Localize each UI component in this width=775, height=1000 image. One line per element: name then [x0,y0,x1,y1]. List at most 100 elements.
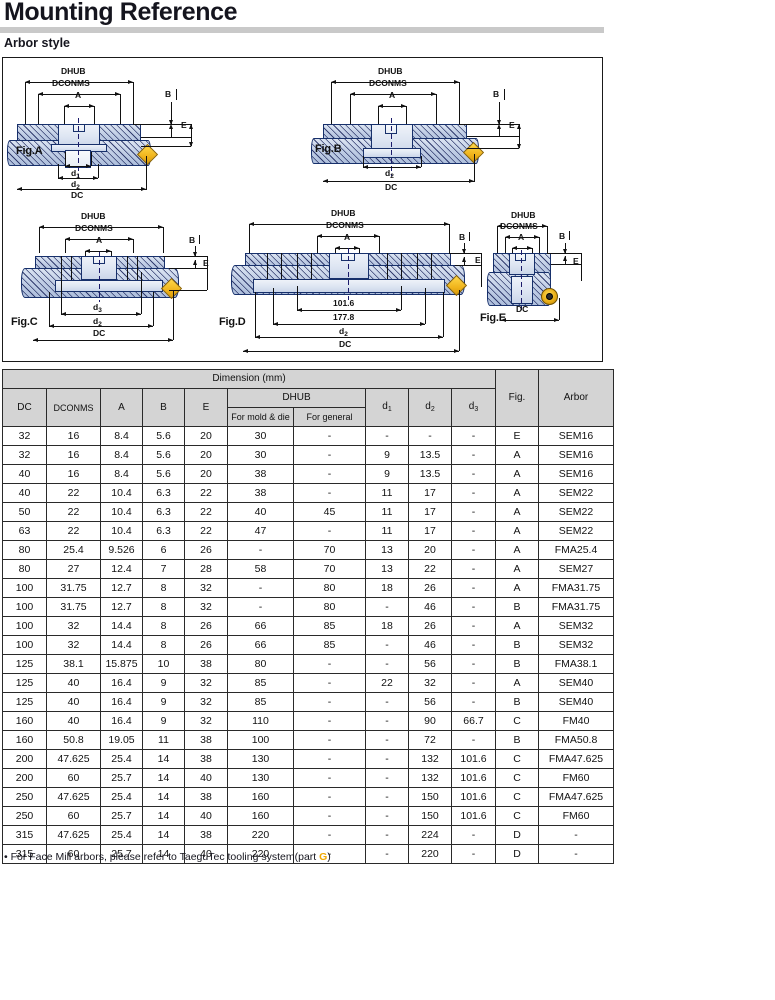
cell-arbor: SEM16 [538,464,614,484]
fig-c-e-label: E [203,258,209,268]
cell-arbor: - [538,825,614,845]
cell-d3: 101.6 [451,749,496,769]
fig-d-b-label: B [459,232,466,242]
cell-dc: 100 [2,578,47,598]
cell-dc: 125 [2,692,47,712]
header-dhub: DHUB [227,388,366,408]
cell-dhub-mold: 58 [227,559,294,579]
cell-d2: 56 [408,654,452,674]
table-row: 125 40 16.4 9 32 85-22 32- A SEM40 [2,673,614,693]
cell-dc: 200 [2,768,47,788]
cell-dhub-mold: 40 [227,502,294,522]
cell-dhub-mold: - [227,540,294,560]
cell-dconms: 31.75 [46,578,101,598]
cell-d2: 13.5 [408,445,452,465]
header-d1: d1 [365,388,409,427]
cell-b: 14 [142,787,185,807]
cell-dc: 160 [2,711,47,731]
cell-a: 8.4 [100,426,143,446]
cell-b: 8 [142,597,185,617]
cell-d3: 101.6 [451,806,496,826]
cell-b: 14 [142,749,185,769]
cell-dhub-mold: 47 [227,521,294,541]
cell-dconms: 40 [46,692,101,712]
cell-d1: 11 [365,483,409,503]
cell-d1: - [365,711,409,731]
fig-a-e-label: E [181,120,187,130]
cell-d2: 72 [408,730,452,750]
cell-dconms: 47.625 [46,787,101,807]
cell-dc: 250 [2,787,47,807]
cell-dc: 40 [2,464,47,484]
cell-b: 5.6 [142,445,185,465]
cell-b: 6 [142,540,185,560]
cell-d3: - [451,844,496,864]
cell-b: 7 [142,559,185,579]
cell-dc: 125 [2,673,47,693]
cell-a: 10.4 [100,502,143,522]
cell-dhub-mold: 130 [227,749,294,769]
cell-arbor: FMA38.1 [538,654,614,674]
cell-arbor: SEM32 [538,616,614,636]
cell-dc: 80 [2,540,47,560]
cell-e: 22 [184,521,228,541]
cell-d3: - [451,825,496,845]
cell-a: 9.526 [100,540,143,560]
cell-d3: - [451,559,496,579]
cell-dconms: 40 [46,711,101,731]
cell-d3: - [451,635,496,655]
cell-d1: - [365,749,409,769]
cell-fig: C [495,749,539,769]
cell-d2: 56 [408,692,452,712]
fig-e-e-label: E [573,256,579,266]
table-row: 160 40 16.4 9 32 110- -90 66.7 C FM40 [2,711,614,731]
cell-d1: - [365,730,409,750]
table-row: 100 32 14.4 8 26 66 85-46- B SEM32 [2,635,614,655]
cell-d1: 13 [365,559,409,579]
dimension-table: Dimension (mm) Fig. Arbor DC DCONMS A B … [2,369,614,864]
cell-d2: 17 [408,483,452,503]
section-subtitle: Arbor style [4,36,70,50]
fig-c-dc-label: DC [93,328,106,338]
cell-dconms: 60 [46,844,101,864]
cell-d3: 66.7 [451,711,496,731]
table-row: 100 32 14.4 8 26 66 85 18 26- A SEM32 [2,616,614,636]
cell-d1: 18 [365,616,409,636]
header-arbor: Arbor [538,369,614,427]
fig-b-b-label: B [493,89,500,99]
figure-a: DHUB DCONMS A [3,58,243,200]
cell-dhub-general: - [293,787,366,807]
cell-dhub-general: - [293,445,366,465]
cell-dhub-mold: 100 [227,730,294,750]
header-e: E [184,388,228,427]
cell-d1: 9 [365,464,409,484]
cell-arbor: FMA25.4 [538,540,614,560]
cell-b: 9 [142,692,185,712]
cell-b: 11 [142,730,185,750]
table-row: 80 27 12.4 7 28 58 70 13 22- A SEM27 [2,559,614,579]
cell-dhub-mold: 110 [227,711,294,731]
fig-a-dconms-label: DCONMS [52,78,90,88]
cell-arbor: SEM22 [538,521,614,541]
cell-fig: C [495,711,539,731]
figure-d-label: Fig.D [219,316,246,328]
figure-e-label: Fig.E [480,312,506,324]
cell-dhub-general: - [293,711,366,731]
cell-e: 26 [184,540,228,560]
figure-a-label: Fig.A [16,145,43,157]
cell-e: 20 [184,426,228,446]
cell-d3: - [451,521,496,541]
header-dconms: DCONMS [46,388,101,427]
cell-dc: 32 [2,426,47,446]
fig-c-d2-label: d2 [93,316,102,328]
cell-fig: A [495,673,539,693]
cell-dc: 40 [2,483,47,503]
table-row: 63 22 10.4 6.3 22 47-11 17- A SEM22 [2,521,614,541]
cell-d1: - [365,597,409,617]
header-for-general: For general [293,407,366,427]
fig-d-outer-value: 177.8 [333,312,355,322]
cell-e: 20 [184,464,228,484]
cell-arbor: SEM22 [538,502,614,522]
cell-d3: - [451,730,496,750]
cell-d2: 150 [408,787,452,807]
